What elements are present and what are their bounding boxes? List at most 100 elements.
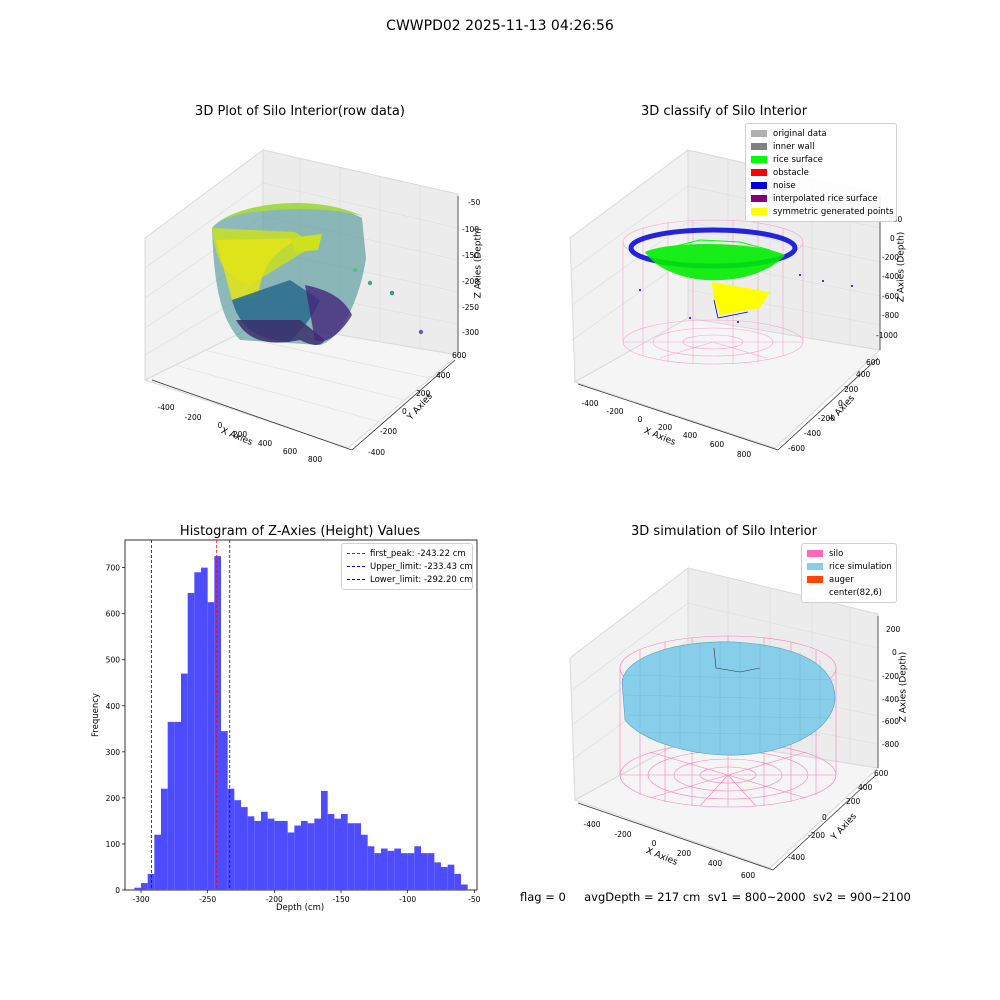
chart1-ytick: -200 [380,427,397,436]
legend-label: original data [773,128,827,139]
chart1-axes-box [143,149,460,451]
chart1-ztick: -250 [462,303,479,312]
chart1-ytick: 400 [436,371,451,380]
figure-title: CWWPD02 2025-11-13 04:26:56 [386,18,614,34]
histogram-bar [247,816,255,890]
x-tick-label: -250 [199,895,216,904]
chart2-ztick: -1000 [876,331,898,340]
chart2-ytick: -400 [804,429,821,438]
histogram-bar [241,807,248,890]
chart4-axes-box [569,566,880,871]
histogram-bar [434,862,441,890]
histogram-bar [287,832,295,890]
chart4-ytick: -400 [788,853,805,862]
legend-swatch [807,589,823,596]
y-tick-label: 400 [106,702,121,711]
chart1-ztick: -50 [468,198,480,207]
chart1-point-cloud [212,203,424,345]
legend-item-lower-limit: Lower_limit: -292.20 cm [347,573,472,586]
histogram-bar [181,673,188,890]
histogram-bar [147,873,155,890]
histogram-bar [261,811,268,890]
histogram-bar [267,818,275,890]
chart4-zlabel: Z Axies (Depth) [898,651,909,723]
histogram-yticks: 0 100 200 300 400 500 600 700 [106,564,125,895]
legend-item-auger: auger [807,573,891,586]
chart4-xtick: 0 [652,839,657,848]
chart1-ylabel: Y Axies [405,391,435,423]
histogram-vlines [150,540,231,890]
legend-item-obstacle: obstacle [751,166,891,179]
chart4-ztick: 200 [886,625,901,634]
legend-swatch [751,169,767,176]
legend-label: silo [829,548,844,559]
legend-label: Lower_limit: -292.20 cm [370,574,473,585]
chart4-xtick: -200 [614,830,631,839]
legend-swatch [751,195,767,202]
histogram-bar [461,884,468,890]
chart4-ytick: 0 [822,813,827,822]
legend-item-rice-simulation: rice simulation [807,560,892,573]
histogram-bar [294,825,301,890]
legend-item-first-peak: first_peak: -243.22 cm [347,547,467,560]
legend-label: inner wall [773,141,815,152]
chart1-xtick: -400 [157,403,174,412]
chart4-xlabel: X Axies [644,846,679,868]
histogram-bar [374,853,381,890]
legend-swatch [751,182,767,189]
legend-swatch [751,156,767,163]
histogram-bar [214,556,221,890]
x-tick-label: -150 [332,895,349,904]
histogram-bar [281,820,288,890]
chart4-xtick: -400 [583,820,600,829]
chart2-classified-points [622,219,853,365]
chart2-ticks: -400 -200 0 200 400 600 800 -600 -400 -2… [581,215,902,459]
chart1-xtick: 400 [258,439,273,448]
legend-swatch [751,208,767,215]
histogram-bar [194,572,201,890]
chart2-xtick: 600 [710,440,725,449]
chart2-ytick: 600 [866,358,881,367]
histogram-bar [401,853,408,890]
y-tick-label: 200 [106,794,121,803]
x-tick-label: -100 [399,895,416,904]
legend-label: symmetric generated points [773,206,894,217]
y-tick-label: 600 [106,610,121,619]
chart4-legend: silo rice simulation auger center(82,6) [801,543,897,603]
chart2-title: 3D classify of Silo Interior [640,104,808,119]
histogram-bar [407,853,415,890]
y-tick-label: 700 [106,564,121,573]
chart3-ylabel: Frequency [90,693,101,737]
chart1-ytick: 600 [452,351,467,360]
chart4-ztick: -400 [882,695,899,704]
chart2-xtick: -400 [581,399,598,408]
chart2-ytick: 400 [856,370,871,379]
chart3-legend: first_peak: -243.22 cm Upper_limit: -233… [341,543,473,590]
histogram-bar [234,800,241,890]
chart1-ytick: -400 [368,448,385,457]
histogram-bar [274,820,281,890]
legend-label: first_peak: -243.22 cm [370,548,466,559]
histogram-bar [321,790,328,890]
legend-swatch [807,576,823,583]
chart2-xtick: 200 [658,423,673,432]
chart4-silo-simulation [619,635,837,808]
histogram-bar [381,848,388,890]
chart2-ylabel: Y Axies [827,393,857,425]
legend-swatch [807,563,823,570]
legend-label: rice simulation [829,561,892,572]
histogram-bar [334,818,341,890]
legend-label: rice surface [773,154,823,165]
y-tick-label: 100 [106,840,121,849]
histogram-bar [414,846,421,890]
legend-label: interpolated rice surface [773,193,878,204]
chart4-ylabel: Y Axies [829,811,859,843]
chart4-ytick: -200 [808,831,825,840]
chart4-ztick: -600 [882,717,899,726]
chart1-xtick: -200 [184,413,201,422]
legend-item-original-data: original data [751,127,891,140]
histogram-bar [421,853,428,890]
y-tick-label: 300 [106,748,121,757]
chart1-xtick: 800 [308,455,323,464]
y-tick-label: 500 [106,656,121,665]
